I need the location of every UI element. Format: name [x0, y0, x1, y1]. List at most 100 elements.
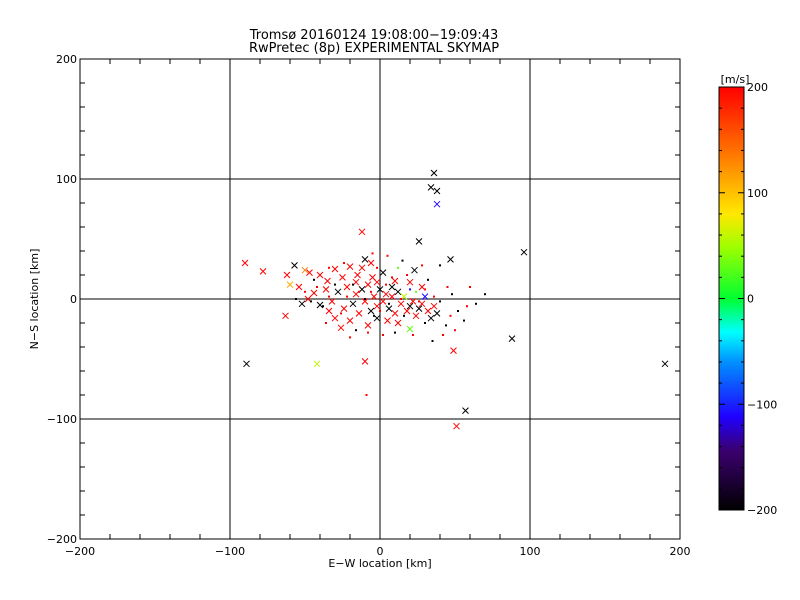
scatter-cross-point	[282, 312, 289, 320]
scatter-cross-point	[367, 307, 375, 315]
scatter-points	[241, 169, 669, 430]
scatter-dot-point	[424, 288, 426, 291]
scatter-dot-point	[371, 252, 374, 255]
scatter-cross-point	[358, 228, 366, 236]
scatter-cross-point	[313, 360, 321, 368]
scatter-dot-point	[412, 334, 414, 336]
scatter-cross-point	[406, 278, 414, 286]
scatter-dot-point	[328, 266, 330, 269]
chart-subtitle: RwPretec (8p) EXPERIMENTAL SKYMAP	[249, 41, 499, 56]
scatter-dot-point	[421, 264, 423, 267]
scatter-dot-point	[304, 290, 306, 293]
scatter-cross-point	[373, 302, 381, 310]
y-axis-label: N−S location [km]	[28, 249, 41, 350]
scatter-dot-point	[388, 302, 390, 305]
x-tick-label: 100	[520, 545, 541, 558]
y-tick-label: −200	[47, 533, 77, 546]
colorbar-tick-label: 0	[747, 293, 754, 306]
scatter-cross-point	[379, 298, 387, 305]
scatter-dot-point	[364, 298, 366, 300]
y-tick-label: −100	[47, 413, 77, 426]
scatter-cross-point	[412, 312, 420, 320]
scatter-dot-point	[406, 274, 408, 276]
scatter-dot-point	[325, 322, 327, 324]
scatter-cross-point	[367, 259, 375, 267]
scatter-cross-point	[331, 265, 339, 273]
scatter-dot-point	[457, 310, 459, 312]
scatter-dot-point	[346, 295, 348, 298]
scatter-cross-point	[415, 305, 423, 312]
x-tick-label: 200	[670, 545, 691, 558]
scatter-cross-point	[355, 310, 363, 317]
scatter-cross-point	[334, 288, 342, 296]
colorbar-tick-label: −100	[747, 398, 777, 411]
scatter-cross-point	[331, 314, 339, 322]
scatter-cross-point	[295, 283, 303, 291]
scatter-cross-point	[346, 263, 354, 270]
scatter-dot-point	[349, 336, 351, 339]
scatter-cross-point	[364, 281, 372, 288]
x-tick-labels: −200 −100 0 100 200	[65, 545, 691, 558]
colorbar-unit-label: [m/s]	[721, 73, 750, 86]
scatter-dot-point	[340, 312, 342, 315]
scatter-cross-point	[411, 266, 418, 274]
scatter-cross-point	[298, 300, 306, 308]
scatter-dot-point	[397, 266, 399, 269]
scatter-cross-point	[384, 317, 391, 324]
y-tick-label: 200	[56, 53, 77, 66]
scatter-cross-point	[385, 305, 393, 312]
scatter-cross-point	[291, 262, 298, 269]
scatter-dot-point	[431, 340, 434, 342]
scatter-dot-point	[445, 324, 447, 327]
scatter-cross-point	[520, 248, 528, 256]
scatter-cross-point	[325, 307, 333, 315]
scatter-dot-point	[449, 314, 452, 317]
scatter-cross-point	[324, 277, 331, 285]
scatter-cross-point	[388, 293, 396, 300]
scatter-cross-point	[388, 283, 396, 291]
scatter-cross-point	[358, 264, 366, 272]
scatter-cross-point	[433, 310, 441, 317]
y-tick-label: 100	[56, 173, 77, 186]
scatter-dot-point	[439, 300, 441, 303]
scatter-cross-point	[361, 298, 369, 305]
scatter-cross-point	[453, 422, 460, 430]
scatter-dot-point	[424, 322, 426, 324]
colorbar: [m/s] 200 100 0 −100 −200	[718, 73, 777, 517]
scatter-dot-point	[316, 286, 318, 288]
scatter-cross-point	[406, 325, 414, 333]
scatter-dot-point	[386, 254, 389, 257]
scatter-cross-point	[421, 293, 429, 300]
scatter-dot-point	[355, 329, 357, 332]
scatter-cross-point	[361, 358, 369, 365]
scatter-cross-point	[306, 269, 313, 276]
scatter-cross-point	[406, 302, 414, 310]
scatter-cross-point	[283, 271, 291, 279]
scatter-cross-point	[409, 298, 417, 305]
scatter-dot-point	[382, 334, 384, 336]
scatter-cross-point	[316, 271, 324, 279]
scatter-cross-point	[310, 289, 318, 297]
scatter-cross-point	[382, 290, 390, 298]
scatter-dot-point	[343, 262, 345, 264]
scatter-dot-point	[373, 314, 375, 317]
scatter-cross-point	[364, 322, 372, 329]
scatter-cross-point	[427, 314, 435, 322]
y-tick-labels: −200 −100 0 100 200	[47, 53, 77, 546]
scatter-cross-point	[349, 300, 357, 308]
scatter-dot-point	[469, 286, 471, 288]
scatter-dot-point	[358, 290, 360, 293]
scatter-cross-point	[328, 298, 336, 305]
scatter-dot-point	[454, 329, 456, 332]
scatter-dot-point	[295, 298, 297, 300]
scatter-dot-point	[484, 293, 486, 296]
scatter-cross-point	[391, 310, 399, 317]
scatter-cross-point	[433, 200, 441, 208]
scatter-dot-point	[439, 264, 441, 267]
scatter-cross-point	[462, 407, 469, 414]
scatter-cross-point	[346, 317, 354, 324]
colorbar-tick-label: 200	[747, 81, 768, 94]
scatter-cross-point	[376, 286, 384, 293]
scatter-dot-point	[391, 276, 393, 279]
colorbar-ticks: 200 100 0 −100 −200	[719, 81, 777, 517]
